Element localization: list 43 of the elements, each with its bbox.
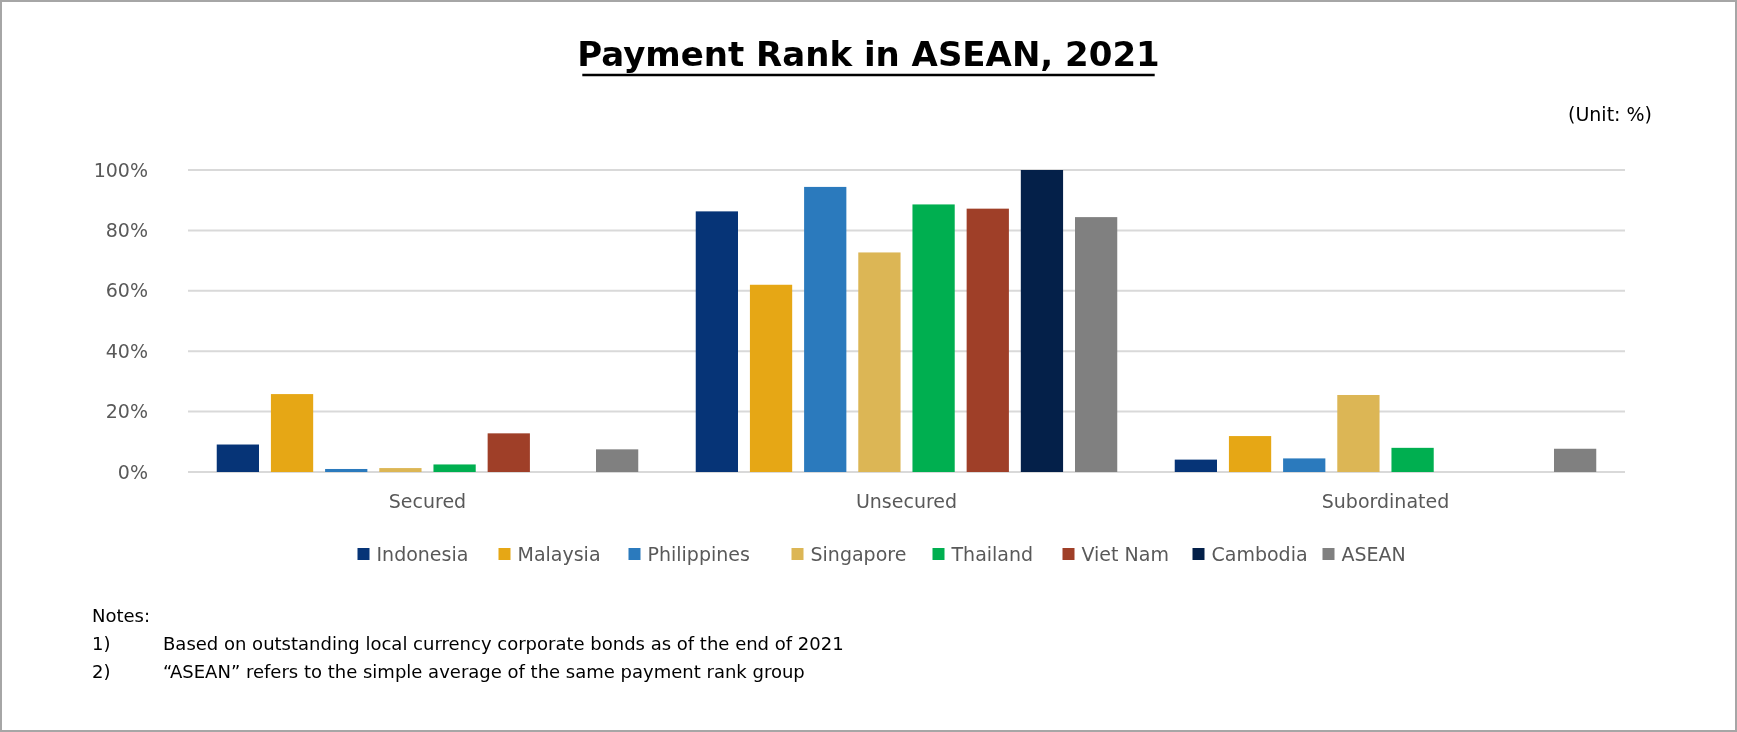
bar [1391,447,1434,472]
bar [216,444,259,472]
text: 2) “ASEAN” refers to the simple average of the same payment rank group [92,661,805,682]
y-tick-label: 100% [93,158,148,181]
chart-title: Payment Rank in ASEAN, 2021 [577,34,1160,74]
bar [749,284,793,472]
bar [270,394,314,472]
bar [912,204,955,472]
bar [325,468,368,472]
bar [695,211,738,472]
bar [1174,459,1217,472]
legend-label: ASEAN [1341,542,1406,565]
legend-label: Philippines [647,542,750,565]
x-tick-label: Unsecured [855,490,958,512]
legend-label: Thailand [950,542,1034,565]
y-tick-label: 20% [105,400,148,423]
x-tick-label: Secured [388,490,467,512]
bar [596,449,639,472]
bar [1283,458,1326,472]
bar [1554,448,1597,472]
bar [804,186,847,472]
y-tick-label: 40% [105,339,148,362]
bar [1075,217,1118,472]
bar [1020,170,1064,472]
text: (Unit: %) [1568,103,1652,125]
text: Notes: [92,605,151,626]
y-tick-label: 80% [105,219,148,242]
bar [966,208,1009,472]
y-tick-label: 60% [105,279,148,302]
bar [433,464,476,472]
legend-label: Viet Nam [1081,542,1169,565]
bar [487,433,530,472]
legend-label: Singapore [810,542,907,565]
bar [858,252,901,472]
bar [1228,436,1272,472]
x-tick-label: Subordinated [1321,490,1450,512]
legend-label: Malaysia [517,542,601,565]
legend-label: Cambodia [1211,542,1308,565]
text: 1) Based on outstanding local currency corporate bonds as of the end of 2021 [92,633,844,654]
bar [1337,394,1380,472]
bar [379,468,422,472]
y-tick-label: 0% [117,460,148,483]
legend-label: Indonesia [376,542,469,565]
